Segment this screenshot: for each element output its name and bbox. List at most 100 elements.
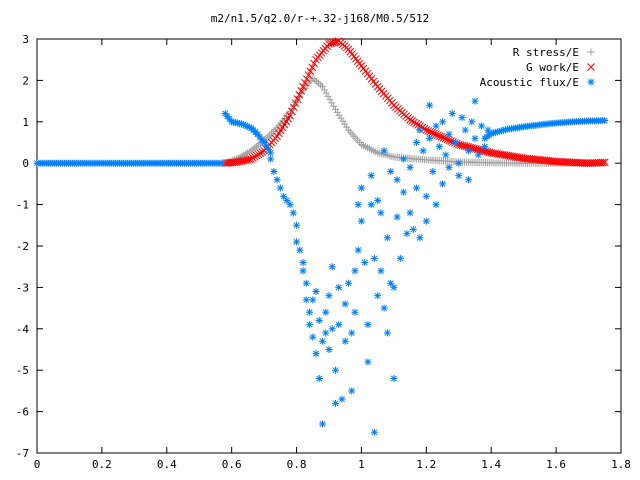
star-marker	[335, 321, 343, 329]
plus-marker	[331, 105, 339, 113]
star-marker	[241, 122, 249, 130]
cross-marker	[598, 158, 607, 167]
legend-label: R stress/E	[513, 46, 579, 59]
cross-marker	[301, 78, 309, 87]
star-marker	[499, 126, 507, 134]
star-marker	[312, 350, 320, 358]
star-marker	[280, 192, 288, 200]
cross-marker	[441, 134, 450, 143]
star-marker	[435, 143, 443, 151]
legend-swatch	[587, 48, 595, 56]
cross-marker	[291, 99, 300, 108]
star-marker	[264, 145, 272, 153]
legend-swatch	[587, 78, 595, 86]
y-tick-label: -3	[16, 281, 29, 294]
star-marker	[270, 167, 278, 175]
star-marker	[426, 134, 434, 142]
plus-marker	[317, 81, 325, 89]
y-tick-label: -2	[16, 240, 29, 253]
plus-marker	[311, 76, 319, 84]
star-marker	[429, 167, 437, 175]
star-marker	[387, 167, 395, 175]
star-marker	[367, 201, 375, 209]
y-tick-label: -4	[16, 323, 30, 336]
star-marker	[309, 296, 317, 304]
star-marker	[286, 201, 294, 209]
axes-group: 0 0.2 0.4 0.6 0.8 1 1.2 1.4 1.6 1.8 3 2 1 0 -1 -2 -3 -4 -5…	[16, 33, 631, 471]
x-tick-label: 0.4	[157, 458, 177, 471]
star-marker	[306, 308, 314, 316]
star-marker	[296, 246, 304, 254]
plus-marker	[319, 83, 327, 91]
star-marker	[319, 420, 327, 428]
star-marker	[293, 221, 301, 229]
star-marker	[351, 267, 359, 275]
star-marker	[364, 321, 372, 329]
star-marker	[283, 196, 291, 204]
star-marker	[354, 201, 362, 209]
plus-marker	[341, 120, 349, 128]
star-marker	[357, 217, 365, 225]
star-marker	[458, 114, 466, 122]
cross-marker	[297, 86, 306, 95]
y-tick-label: 1	[22, 116, 29, 129]
cross-marker	[443, 135, 452, 144]
x-tick-label: 1	[358, 458, 365, 471]
legend-swatch	[587, 63, 595, 71]
star-marker	[218, 159, 226, 167]
cross-marker	[289, 103, 298, 112]
x-tick-label: 0.8	[287, 458, 307, 471]
star-marker	[302, 296, 310, 304]
star-marker	[267, 149, 275, 157]
star-marker	[487, 129, 495, 137]
y-tick-label: -7	[16, 447, 29, 460]
star-marker	[319, 337, 327, 345]
y-tick-label: -6	[16, 406, 29, 419]
legend-label: Acoustic flux/E	[480, 76, 579, 89]
star-marker	[260, 139, 268, 146]
chart-title: m2/n1.5/q2.0/r-+.32-j168/M0.5/512	[211, 12, 430, 25]
cross-marker	[433, 131, 442, 140]
plus-marker	[322, 89, 330, 97]
star-marker	[461, 126, 469, 134]
y-tick-label: -1	[16, 199, 29, 212]
star-marker	[335, 283, 343, 291]
star-marker	[370, 254, 378, 262]
star-marker	[390, 283, 398, 291]
series-layer	[33, 37, 609, 436]
star-marker	[413, 184, 421, 192]
plus-marker	[324, 92, 332, 100]
star-marker	[501, 126, 509, 134]
star-marker	[406, 163, 414, 171]
star-marker	[322, 308, 330, 316]
x-tick-label: 0	[34, 458, 41, 471]
plus-marker	[313, 78, 321, 86]
star-marker	[341, 300, 349, 308]
plus-marker	[335, 111, 343, 119]
x-tick-label: 0.2	[92, 458, 112, 471]
star-marker	[364, 358, 372, 366]
cross-marker	[310, 59, 319, 68]
star-marker	[267, 155, 275, 163]
x-tick-label: 1.2	[416, 458, 436, 471]
cross-marker	[295, 91, 304, 99]
star-marker	[325, 292, 333, 300]
star-marker	[400, 155, 408, 163]
star-marker	[302, 279, 310, 287]
cross-marker	[412, 119, 421, 128]
star-marker	[344, 279, 352, 287]
star-marker	[497, 127, 505, 135]
star-marker	[315, 374, 323, 382]
cross-marker	[432, 130, 440, 139]
star-marker	[442, 151, 450, 159]
plus-marker	[343, 123, 351, 131]
plus-marker	[333, 108, 341, 116]
cross-marker	[422, 126, 431, 134]
star-marker	[448, 110, 456, 118]
cross-marker	[302, 75, 311, 83]
star-marker	[374, 196, 382, 204]
cross-marker	[600, 158, 609, 167]
y-tick-label: 3	[22, 33, 29, 46]
star-marker	[493, 128, 501, 136]
star-marker	[312, 288, 320, 296]
